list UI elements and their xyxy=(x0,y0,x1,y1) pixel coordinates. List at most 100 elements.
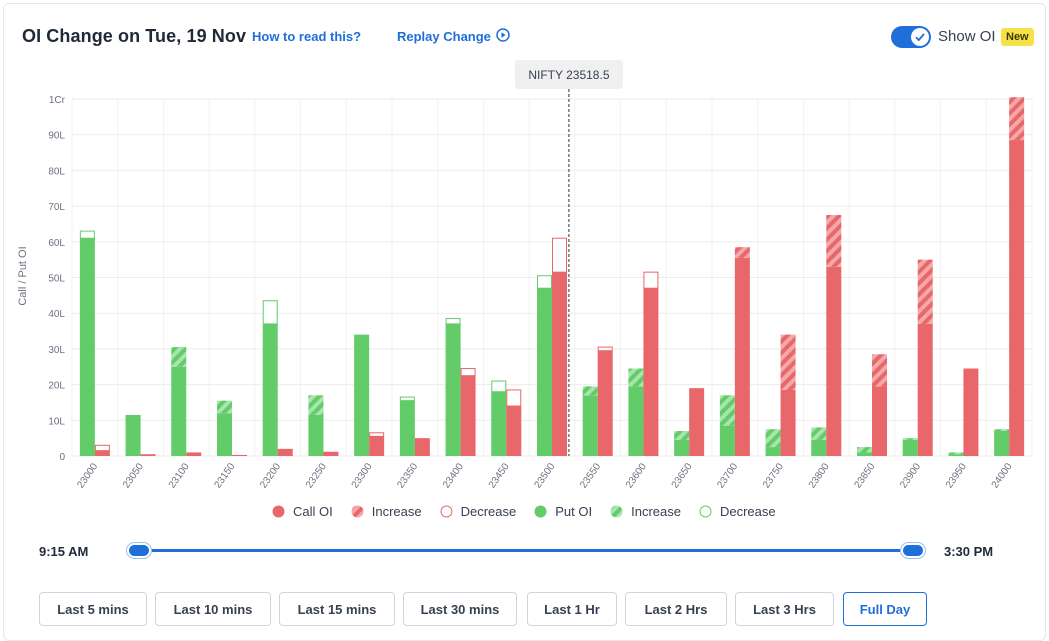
x-tick-label: 23250 xyxy=(304,461,329,490)
call-bar-group xyxy=(323,451,339,456)
put-decrease-bar xyxy=(491,380,507,393)
put-bar-group xyxy=(354,334,370,456)
call-increase-bar xyxy=(1009,97,1025,141)
call-bar-group xyxy=(186,452,202,456)
put-bar-group xyxy=(765,429,781,456)
legend-call-decrease-label: Decrease xyxy=(460,503,517,519)
call-bar-group xyxy=(552,237,567,456)
legend-put-increase: Increase xyxy=(610,504,681,519)
x-axis-ticks: 23000 23050 23100 23150 23200 23250 23300 23350… xyxy=(75,461,1014,490)
x-tick-label: 23500 xyxy=(532,461,557,490)
last-1-hr-button[interactable]: Last 1 Hr xyxy=(527,592,617,626)
show-oi-toggle[interactable] xyxy=(891,26,931,48)
toggle-knob xyxy=(911,28,929,46)
put-increase-bar xyxy=(857,447,872,453)
time-range-track[interactable] xyxy=(140,549,914,552)
legend-call-decrease: Decrease xyxy=(440,503,517,519)
call-oi-bar xyxy=(872,386,887,456)
put-oi-bar xyxy=(582,395,598,456)
x-tick-label: 23800 xyxy=(807,461,832,490)
spot-price-label: NIFTY 23518.5 xyxy=(528,68,609,82)
legend-put-decrease: Decrease xyxy=(699,504,776,519)
put-oi-bar xyxy=(994,431,1010,456)
page-title: OI Change on Tue, 19 Nov xyxy=(22,26,247,46)
put-bar-group xyxy=(399,396,415,456)
put-bar-group xyxy=(217,400,232,456)
last-5-mins-button[interactable]: Last 5 mins xyxy=(39,592,147,626)
call-bar-group xyxy=(597,346,613,456)
full-day-button[interactable]: Full Day xyxy=(843,592,927,626)
call-oi-bar xyxy=(643,288,659,456)
legend-call-increase-label: Increase xyxy=(371,503,422,519)
put-oi-bar xyxy=(217,413,232,456)
call-oi-bar xyxy=(460,375,476,456)
call-increase-bar xyxy=(917,259,933,324)
call-oi-bar xyxy=(186,452,202,456)
legend-call-oi-label: Call OI xyxy=(293,503,333,519)
x-tick-label: 23200 xyxy=(258,461,283,490)
call-bar-group xyxy=(780,334,796,456)
put-bar-group xyxy=(171,347,187,456)
call-increase-swatch xyxy=(351,505,364,517)
time-range-start-handle[interactable] xyxy=(127,543,151,558)
show-oi-label: Show OI xyxy=(938,28,996,45)
call-oi-bar xyxy=(323,451,339,456)
new-badge: New xyxy=(1001,28,1034,46)
last-30-mins-button[interactable]: Last 30 mins xyxy=(403,592,517,626)
put-increase-bar xyxy=(948,452,964,455)
put-oi-bar xyxy=(628,386,644,456)
y-tick-label: 50L xyxy=(48,274,65,285)
call-decrease-bar xyxy=(552,237,567,273)
replay-change-link[interactable]: Replay Change xyxy=(397,29,491,44)
x-tick-label: 23100 xyxy=(167,461,192,490)
last-2-hrs-button[interactable]: Last 2 Hrs xyxy=(625,592,727,626)
oi-bar-chart: 0 10L 20L 30L 40L 50L 60L 70L 80L 90L 1Cr Call / P… xyxy=(17,60,1033,491)
x-tick-label: 23450 xyxy=(487,461,512,490)
y-tick-label: 20L xyxy=(48,381,65,392)
call-oi-swatch xyxy=(272,505,285,517)
put-bar-group xyxy=(262,300,278,456)
put-oi-bar xyxy=(491,391,507,456)
call-oi-bar xyxy=(1009,140,1025,456)
call-decrease-bar xyxy=(460,368,476,377)
call-oi-bar xyxy=(689,388,705,456)
put-decrease-bar xyxy=(79,230,95,239)
put-oi-bar xyxy=(674,439,690,456)
call-oi-bar xyxy=(414,438,430,456)
last-3-hrs-button[interactable]: Last 3 Hrs xyxy=(735,592,834,626)
put-increase-bar xyxy=(171,347,187,367)
call-oi-bar xyxy=(963,368,979,456)
call-bar-group xyxy=(369,432,385,456)
call-bar-group xyxy=(963,368,979,456)
call-bar-group xyxy=(460,368,476,456)
legend-put-increase-label: Increase xyxy=(631,503,681,519)
call-increase-bar xyxy=(826,215,842,267)
put-bar-group xyxy=(445,318,461,456)
call-increase-bar xyxy=(872,354,887,387)
put-oi-bar xyxy=(79,238,95,456)
put-increase-bar xyxy=(994,429,1010,432)
chart-bars xyxy=(79,97,1025,456)
play-circle-icon[interactable] xyxy=(496,28,510,42)
call-increase-bar xyxy=(780,334,796,390)
put-oi-bar xyxy=(811,439,827,456)
last-10-mins-button[interactable]: Last 10 mins xyxy=(155,592,271,626)
check-icon xyxy=(915,33,925,42)
spot-price-box xyxy=(514,60,623,89)
legend-put-decrease-label: Decrease xyxy=(719,503,776,519)
put-oi-bar xyxy=(719,425,735,456)
put-bar-group xyxy=(491,380,507,456)
call-oi-bar xyxy=(277,448,293,456)
put-increase-bar xyxy=(811,427,827,440)
put-bar-group xyxy=(628,368,644,456)
put-oi-bar xyxy=(857,452,872,456)
how-to-read-link[interactable]: How to read this? xyxy=(252,29,362,44)
y-tick-label: 1Cr xyxy=(49,95,66,106)
last-15-mins-button[interactable]: Last 15 mins xyxy=(279,592,395,626)
put-bar-group xyxy=(308,395,324,456)
time-range-end-handle[interactable] xyxy=(901,543,925,558)
x-tick-label: 23900 xyxy=(898,461,923,490)
call-bar-group xyxy=(232,454,247,456)
spot-price-marker: NIFTY 23518.5 xyxy=(514,60,623,456)
put-oi-bar xyxy=(537,288,552,456)
